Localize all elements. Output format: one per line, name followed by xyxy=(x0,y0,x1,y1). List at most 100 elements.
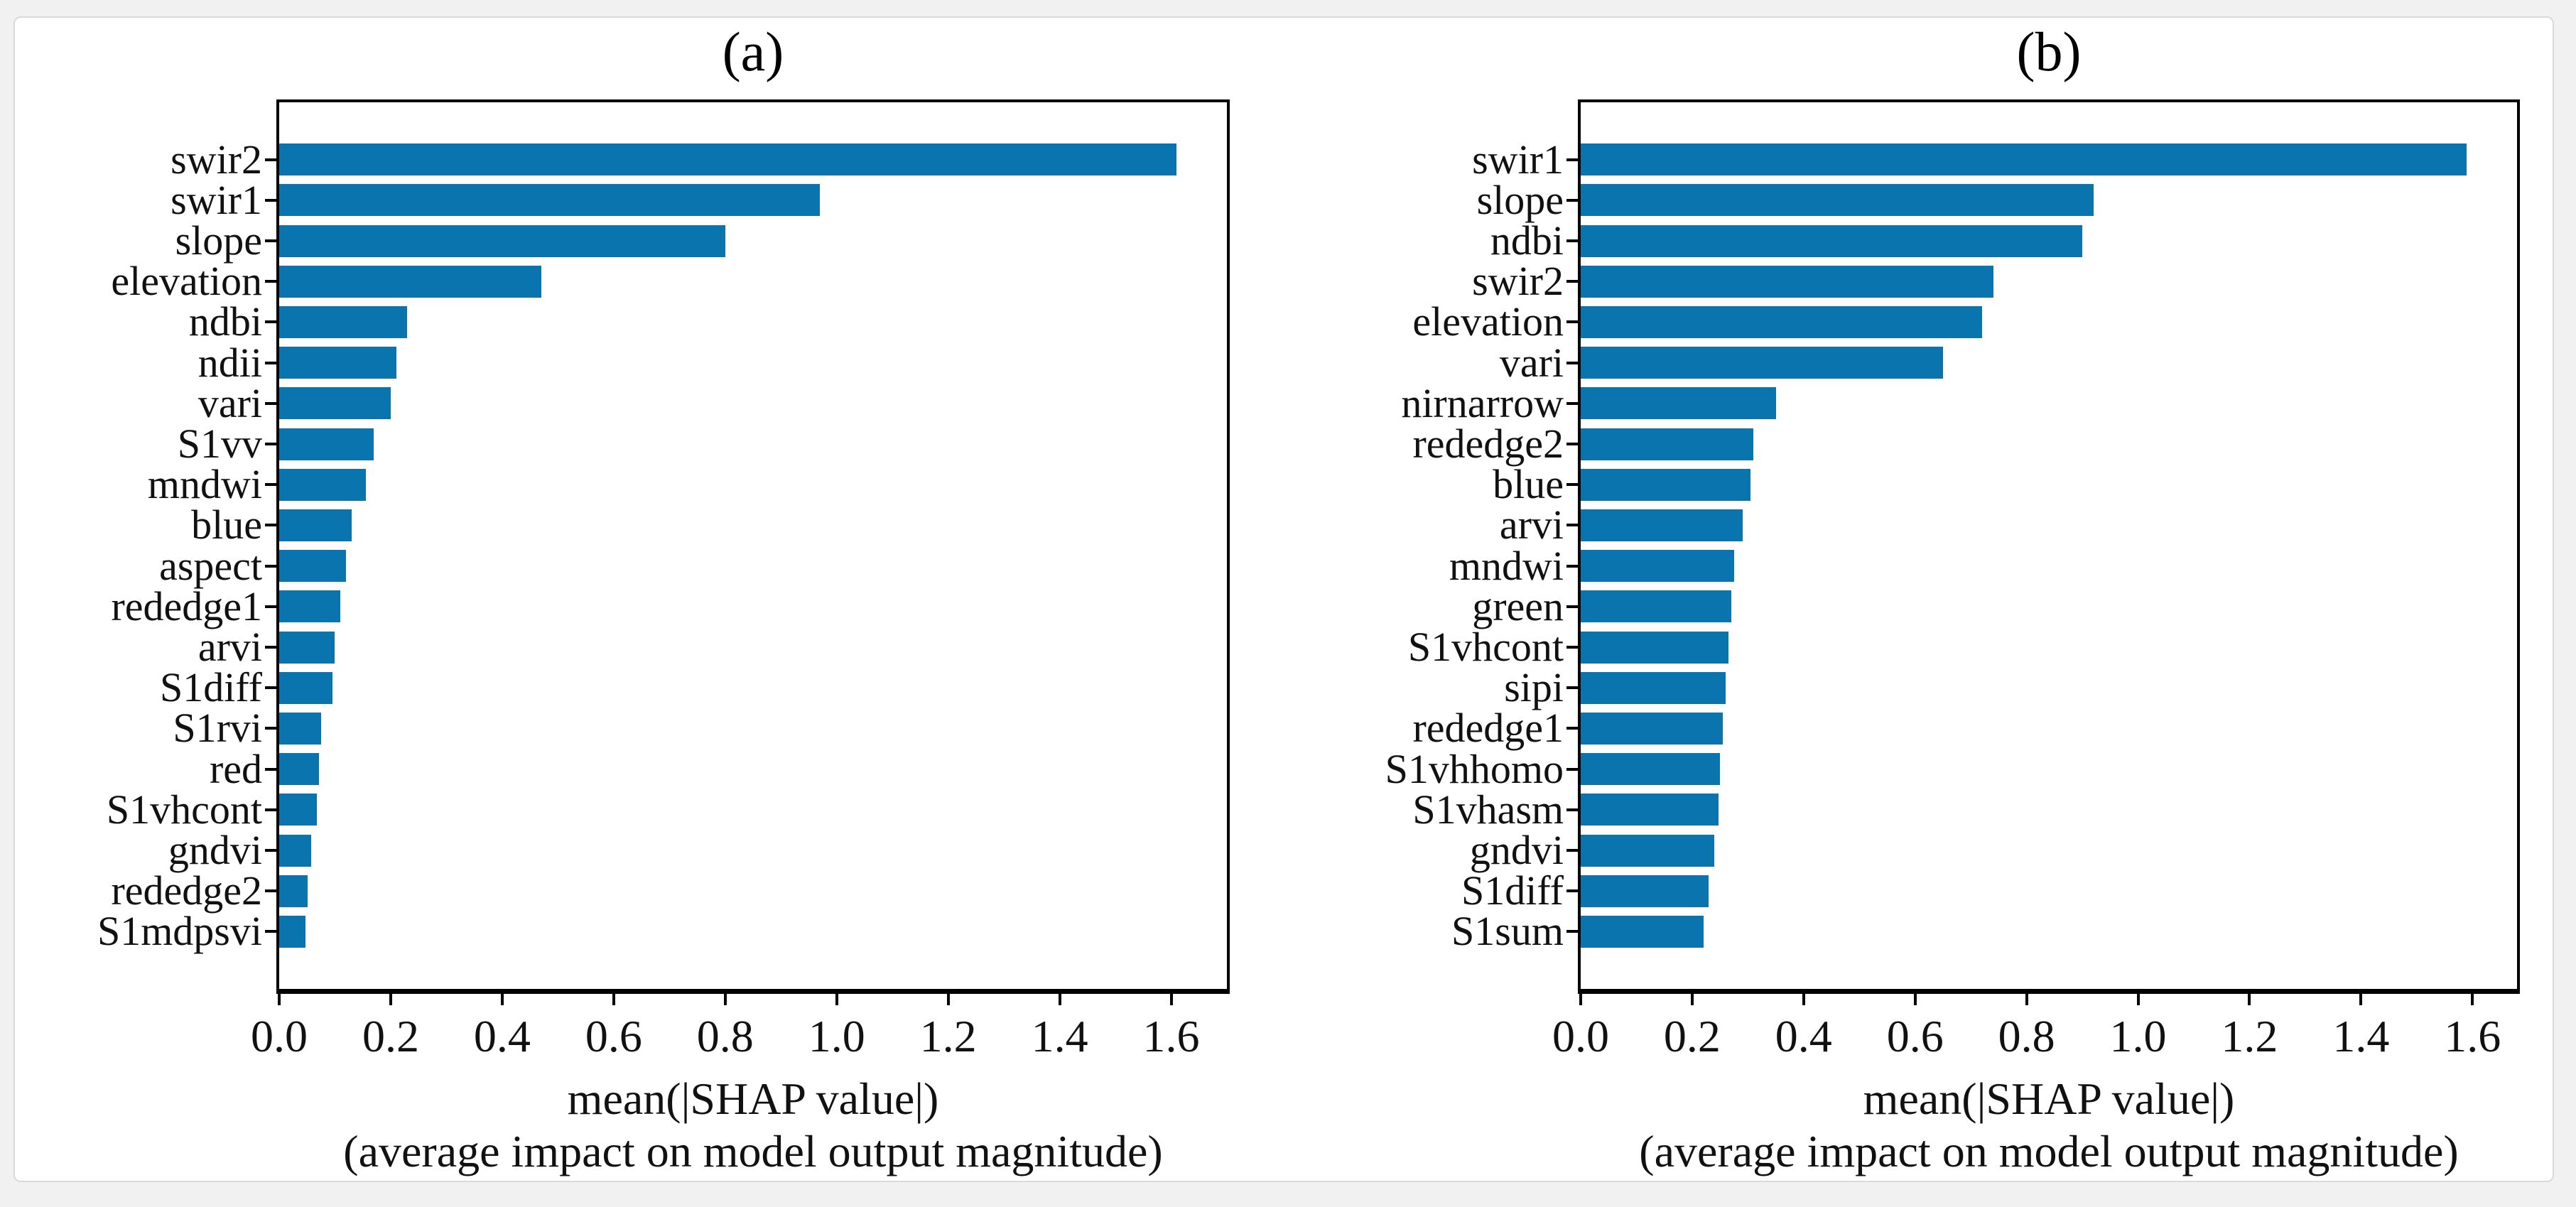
category-label-ndbi: ndbi xyxy=(188,298,262,345)
x-tick-label-b-0.4: 0.4 xyxy=(1775,1011,1832,1061)
y-tick-gndvi xyxy=(265,849,276,852)
x-tick-label-a-1.4: 1.4 xyxy=(1031,1011,1088,1061)
category-label-ndbi: ndbi xyxy=(1490,217,1564,264)
category-label-green: green xyxy=(1472,583,1564,629)
x-tick-a-0.2 xyxy=(389,991,392,1005)
x-tick-a-1.2 xyxy=(946,991,950,1005)
x-axis-label-line1-b: mean(|SHAP value|) xyxy=(1863,1073,2235,1124)
category-label-slope: slope xyxy=(175,217,262,264)
x-axis-label-line2-a: (average impact on model output magnitud… xyxy=(343,1126,1163,1176)
y-tick-rededge2 xyxy=(265,889,276,893)
x-axis-label-line2-b: (average impact on model output magnitud… xyxy=(1639,1126,2459,1176)
category-label-S1vhhomo: S1vhhomo xyxy=(1385,745,1564,792)
bar-ndbi xyxy=(279,305,407,338)
y-tick-gndvi xyxy=(1566,849,1578,852)
y-tick-S1rvi xyxy=(265,727,276,730)
y-tick-arvi xyxy=(1566,524,1578,527)
y-tick-S1vhhomo xyxy=(1566,767,1578,771)
y-tick-S1sum xyxy=(1566,930,1578,933)
y-tick-blue xyxy=(1566,483,1578,487)
category-label-S1vhcont: S1vhcont xyxy=(106,786,262,833)
x-tick-label-b-1.2: 1.2 xyxy=(2221,1011,2278,1061)
category-label-gndvi: gndvi xyxy=(168,827,262,873)
x-tick-b-0.4 xyxy=(1802,991,1805,1005)
bar-S1rvi xyxy=(279,712,321,745)
category-label-elevation: elevation xyxy=(111,258,262,305)
y-tick-S1vhcont xyxy=(265,808,276,811)
bar-S1diff xyxy=(279,671,332,704)
category-label-vari: vari xyxy=(197,379,262,426)
x-tick-b-0.8 xyxy=(2025,991,2028,1005)
bar-S1mdpsvi xyxy=(279,915,305,948)
bar-S1vhcont xyxy=(1581,631,1728,664)
bar-swir1 xyxy=(279,184,820,217)
bar-S1sum xyxy=(1581,915,1704,948)
y-tick-S1diff xyxy=(1566,889,1578,893)
bar-S1diff xyxy=(1581,875,1709,907)
category-label-vari: vari xyxy=(1499,339,1564,386)
bar-rededge2 xyxy=(279,875,308,907)
category-label-S1vhasm: S1vhasm xyxy=(1412,786,1564,833)
y-tick-elevation xyxy=(265,280,276,283)
x-tick-b-1.0 xyxy=(2136,991,2140,1005)
y-tick-rededge1 xyxy=(265,605,276,608)
bar-green xyxy=(1581,590,1731,623)
x-axis-label-line1-a: mean(|SHAP value|) xyxy=(567,1073,939,1124)
x-tick-a-0.0 xyxy=(278,991,281,1005)
y-tick-mndwi xyxy=(1566,564,1578,568)
panel-title-b: (b) xyxy=(2016,21,2082,82)
y-tick-ndbi xyxy=(265,320,276,324)
x-tick-a-1.4 xyxy=(1058,991,1061,1005)
category-label-S1vhcont: S1vhcont xyxy=(1407,624,1564,670)
x-tick-b-1.2 xyxy=(2248,991,2251,1005)
x-tick-label-a-0.4: 0.4 xyxy=(473,1011,531,1061)
category-label-S1mdpsvi: S1mdpsvi xyxy=(97,908,262,955)
category-label-elevation: elevation xyxy=(1412,298,1564,345)
bar-S1vv xyxy=(279,428,374,460)
bar-sipi xyxy=(1581,671,1726,704)
bar-vari xyxy=(279,387,391,420)
y-tick-slope xyxy=(1566,198,1578,202)
x-tick-label-a-1.2: 1.2 xyxy=(919,1011,977,1061)
bar-swir2 xyxy=(1581,265,1993,298)
bar-arvi xyxy=(1581,509,1743,541)
category-label-nirnarrow: nirnarrow xyxy=(1401,379,1564,426)
category-label-swir2: swir2 xyxy=(171,136,262,183)
y-tick-mndwi xyxy=(265,483,276,487)
category-label-ndii: ndii xyxy=(197,339,262,386)
y-tick-S1vhcont xyxy=(1566,646,1578,649)
x-tick-label-a-0.0: 0.0 xyxy=(251,1011,308,1061)
x-tick-b-0.2 xyxy=(1690,991,1694,1005)
bar-swir2 xyxy=(279,144,1176,176)
category-label-mndwi: mndwi xyxy=(147,461,262,508)
bar-slope xyxy=(1581,184,2094,217)
bar-S1vhasm xyxy=(1581,794,1719,826)
bar-gndvi xyxy=(1581,834,1714,867)
x-tick-label-b-0.6: 0.6 xyxy=(1886,1011,1944,1061)
y-tick-S1vhasm xyxy=(1566,808,1578,811)
bar-slope xyxy=(279,224,725,257)
bar-blue xyxy=(1581,468,1750,501)
category-label-mndwi: mndwi xyxy=(1449,542,1564,589)
category-label-blue: blue xyxy=(191,502,262,548)
x-tick-label-b-1.6: 1.6 xyxy=(2444,1011,2501,1061)
bar-elevation xyxy=(1581,305,1982,338)
category-label-red: red xyxy=(209,745,262,792)
x-tick-label-a-0.2: 0.2 xyxy=(362,1011,419,1061)
y-tick-S1vv xyxy=(265,443,276,445)
x-tick-a-0.6 xyxy=(612,991,615,1005)
x-tick-a-1.6 xyxy=(1169,991,1173,1005)
x-tick-label-a-0.6: 0.6 xyxy=(585,1011,642,1061)
bar-gndvi xyxy=(279,834,311,867)
category-label-rededge1: rededge1 xyxy=(1412,705,1564,752)
category-label-sipi: sipi xyxy=(1504,664,1564,711)
bar-swir1 xyxy=(1581,144,2467,176)
x-tick-label-a-0.8: 0.8 xyxy=(696,1011,754,1061)
bar-nirnarrow xyxy=(1581,387,1776,420)
y-tick-swir1 xyxy=(265,198,276,202)
bar-rededge1 xyxy=(279,590,340,623)
category-label-slope: slope xyxy=(1476,176,1564,223)
bar-S1vhcont xyxy=(279,794,317,826)
category-label-arvi: arvi xyxy=(197,624,262,670)
bar-aspect xyxy=(279,550,346,583)
